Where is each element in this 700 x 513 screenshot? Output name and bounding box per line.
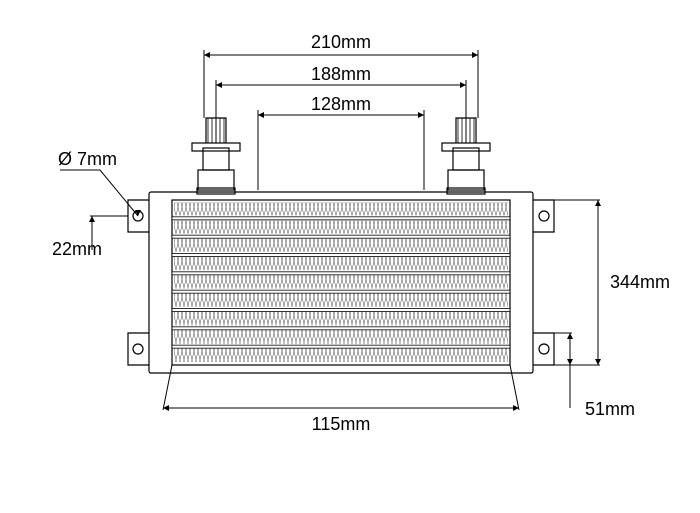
dim-label-51: 51mm (585, 399, 635, 419)
dim-label-128: 128mm (311, 94, 371, 114)
dim-label-diameter: Ø 7mm (58, 149, 117, 169)
mount-tab-tr (533, 200, 554, 232)
dim-label-344: 344mm (610, 272, 670, 292)
dim-ext-115-l (163, 365, 172, 410)
mount-tab-tl (128, 200, 149, 232)
dim-label-210: 210mm (311, 32, 371, 52)
dim-leader-diam (60, 170, 138, 216)
radiator-core (149, 192, 533, 373)
dim-label-22: 22mm (52, 239, 102, 259)
technical-drawing: 210mm 188mm 128mm Ø 7mm 22mm 344mm 51mm … (0, 0, 700, 513)
mount-tab-br (533, 333, 554, 365)
dim-ext-115-r (510, 365, 519, 410)
dim-label-115: 115mm (312, 414, 371, 434)
mount-tab-bl (128, 333, 149, 365)
dim-label-188: 188mm (311, 64, 371, 84)
